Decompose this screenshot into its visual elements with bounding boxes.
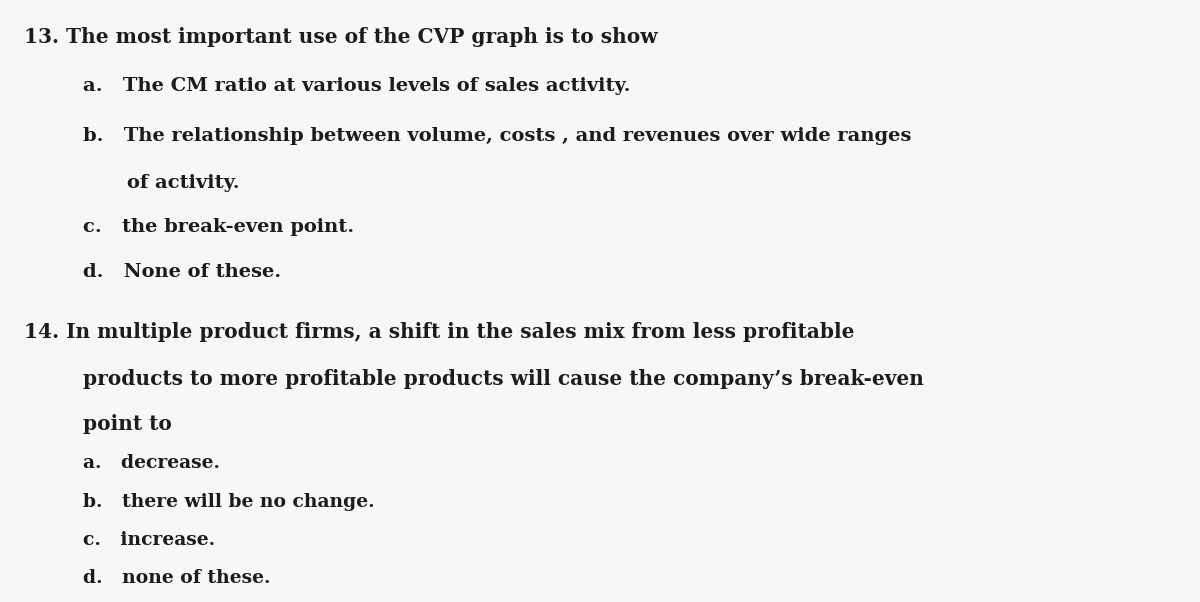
Text: 14. In multiple product firms, a shift in the sales mix from less profitable: 14. In multiple product firms, a shift i…: [24, 321, 854, 342]
Text: point to: point to: [83, 414, 172, 434]
Text: 13. The most important use of the CVP graph is to show: 13. The most important use of the CVP gr…: [24, 26, 658, 47]
Text: a.   decrease.: a. decrease.: [83, 455, 220, 473]
Text: a.   The CM ratio at various levels of sales activity.: a. The CM ratio at various levels of sal…: [83, 77, 630, 95]
Text: d.   None of these.: d. None of these.: [83, 262, 281, 281]
Text: b.   The relationship between volume, costs , and revenues over wide ranges: b. The relationship between volume, cost…: [83, 127, 911, 145]
Text: c.   increase.: c. increase.: [83, 531, 215, 549]
Text: c.   the break-even point.: c. the break-even point.: [83, 219, 354, 237]
Text: of activity.: of activity.: [127, 174, 240, 192]
Text: products to more profitable products will cause the company’s break-even: products to more profitable products wil…: [83, 369, 924, 389]
Text: d.   none of these.: d. none of these.: [83, 569, 270, 588]
Text: b.   there will be no change.: b. there will be no change.: [83, 492, 374, 510]
